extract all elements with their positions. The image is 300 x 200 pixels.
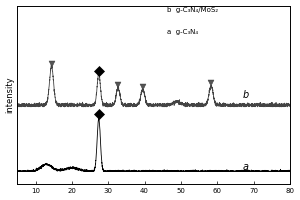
Text: b: b: [243, 90, 249, 100]
Y-axis label: intensity: intensity: [6, 76, 15, 113]
Text: a  g-C₃N₄: a g-C₃N₄: [167, 29, 198, 35]
Text: a: a: [243, 162, 249, 172]
Text: b  g-C₃N₄/MoS₂: b g-C₃N₄/MoS₂: [167, 7, 218, 13]
